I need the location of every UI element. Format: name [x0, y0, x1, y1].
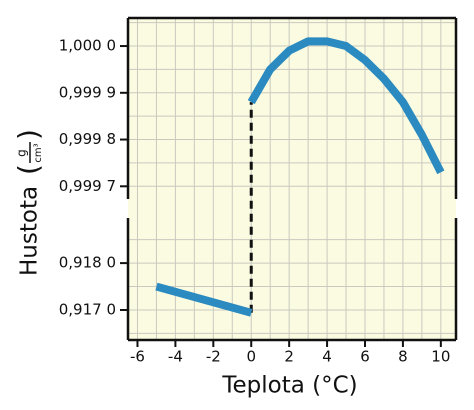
y-unit-denominator: cm³: [33, 143, 44, 162]
x-tick-label: 4: [322, 348, 332, 366]
x-tick-label: -4: [168, 348, 183, 366]
y-tick-label: 0,999 7: [59, 177, 116, 195]
x-tick-label: -2: [206, 348, 221, 366]
y-tick-label: 1,000 0: [59, 37, 116, 55]
x-tick-label: 6: [360, 348, 370, 366]
x-axis-label: Teplota (°C): [221, 373, 357, 399]
x-tick-label: 8: [398, 348, 408, 366]
y-tick-label: 0,999 9: [59, 83, 116, 101]
y-tick-label: 0,999 8: [59, 130, 116, 148]
y-tick-label: 0,917 0: [59, 300, 116, 318]
x-tick-label: 2: [284, 348, 294, 366]
paren: (: [12, 164, 45, 175]
plot-area: -6 -4 -2 0 2 4 6 8 10 0,999 7 0,999 8 0,999 9 1,000 …: [59, 16, 458, 366]
y-axis-label: Hustota: [17, 186, 43, 276]
x-tick-label: 10: [431, 348, 450, 366]
x-tick-label: 0: [246, 348, 256, 366]
paren: ): [12, 129, 45, 140]
x-tick-label: -6: [130, 348, 145, 366]
series-line: [247, 37, 445, 175]
y-axis-label-group: Hustota ( g cm³ ): [12, 129, 45, 276]
y-tick-label: 0,918 0: [59, 254, 116, 272]
series-line: [155, 282, 253, 317]
y-unit-numerator: g: [15, 149, 29, 157]
